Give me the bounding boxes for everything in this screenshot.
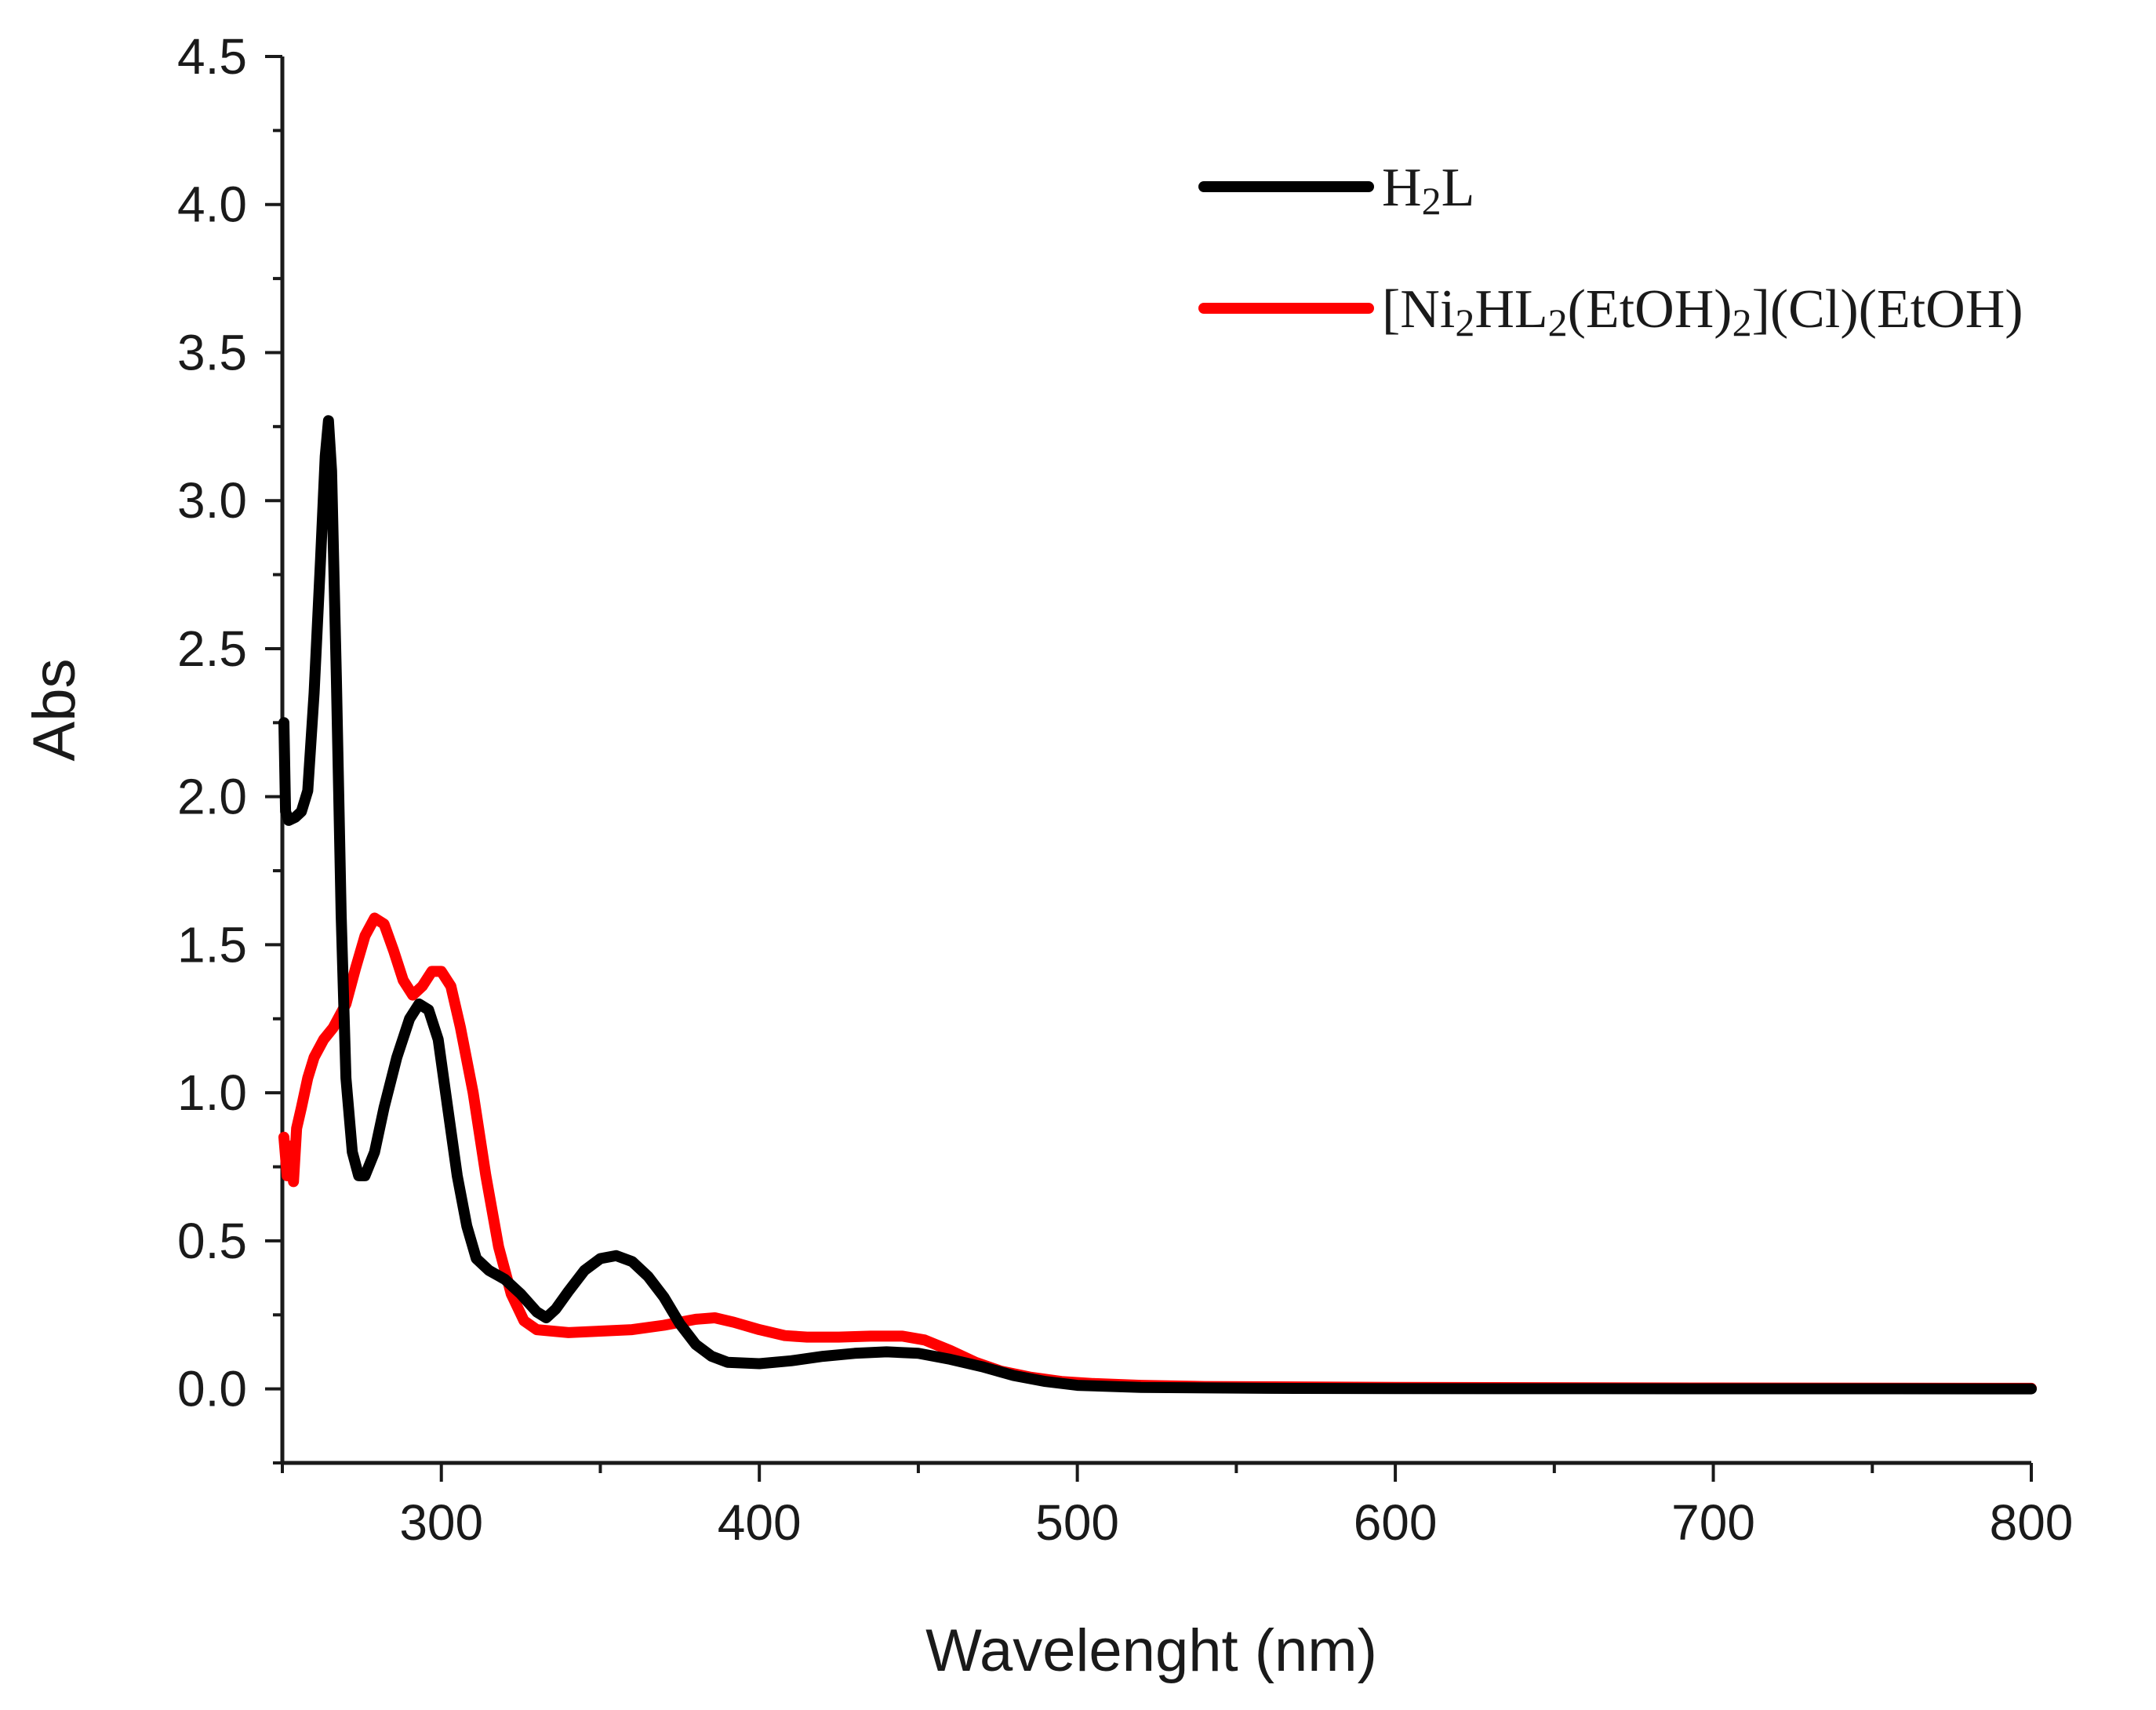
y-tick-label: 0.0 <box>177 1361 247 1417</box>
legend-label: [Ni2HL2(EtOH)2](Cl)(EtOH) <box>1382 279 2023 344</box>
legend-label: H2L <box>1382 158 1474 223</box>
y-tick-label: 4.5 <box>177 28 247 85</box>
y-tick-label: 2.5 <box>177 620 247 677</box>
legend-subscript: 2 <box>1548 300 1568 344</box>
y-tick-label: 3.5 <box>177 324 247 380</box>
x-tick-label: 400 <box>718 1494 802 1551</box>
legend-text-part: HL <box>1474 279 1547 340</box>
y-axis-title: Abs <box>21 659 88 762</box>
y-tick-label: 0.5 <box>177 1213 247 1269</box>
legend-text-part: (EtOH) <box>1568 279 1732 340</box>
legend: H2L[Ni2HL2(EtOH)2](Cl)(EtOH) <box>1198 158 2023 344</box>
legend-text-part: [Ni <box>1382 279 1455 340</box>
legend-subscript: 2 <box>1732 300 1752 344</box>
axes: 0.0 0.5 1.0 1.5 2.0 2.5 3.0 3.5 4.0 4.5 300 400 500 6… <box>177 28 2073 1551</box>
legend-text-part: ](Cl)(EtOH) <box>1752 279 2023 340</box>
x-tick-label: 300 <box>399 1494 483 1551</box>
series-line-h2l <box>278 415 2037 1395</box>
x-tick-label: 800 <box>1990 1494 2074 1551</box>
x-axis-title: Wavelenght (nm) <box>925 1617 1377 1684</box>
x-tick-label: 500 <box>1035 1494 1119 1551</box>
x-tick-label: 700 <box>1671 1494 1755 1551</box>
y-tick-label: 2.0 <box>177 769 247 825</box>
legend-text-part: L <box>1442 158 1475 218</box>
x-tick-label: 600 <box>1354 1494 1438 1551</box>
y-tick-label: 1.5 <box>177 916 247 973</box>
legend-subscript: 2 <box>1422 179 1442 223</box>
legend-subscript: 2 <box>1455 300 1474 344</box>
y-tick-label: 3.0 <box>177 472 247 529</box>
legend-text-part: H <box>1382 158 1422 218</box>
plot-series <box>278 415 2037 1395</box>
y-tick-label: 1.0 <box>177 1064 247 1121</box>
y-tick-label: 4.0 <box>177 176 247 233</box>
